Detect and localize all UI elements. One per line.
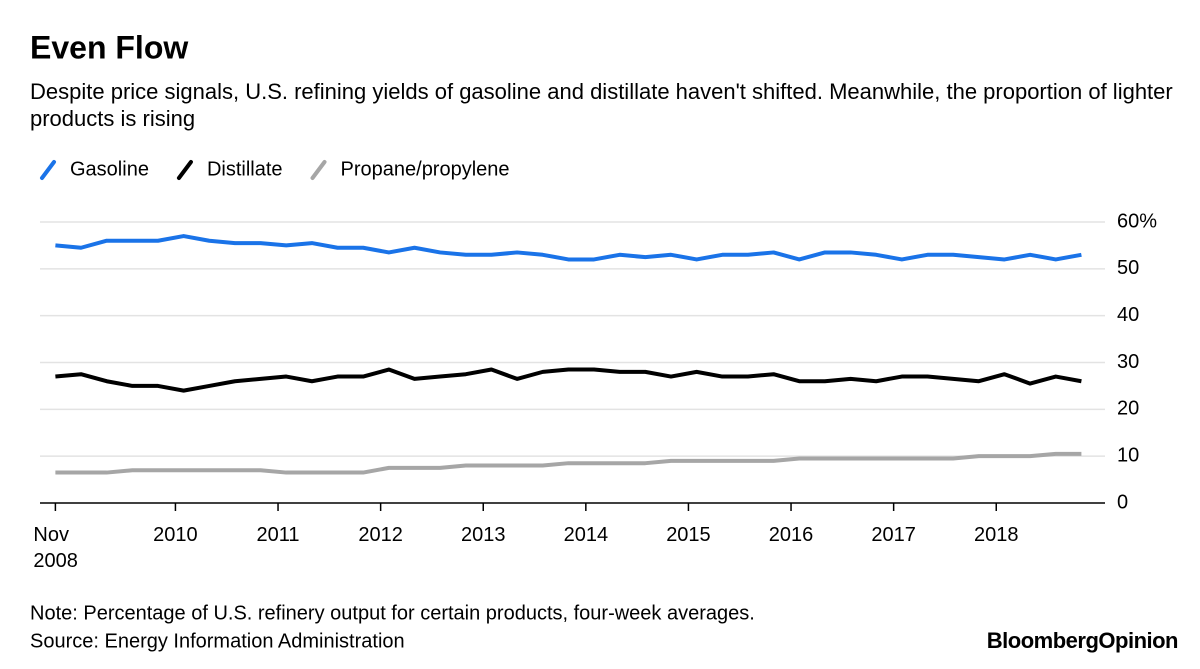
note: Note: Percentage of U.S. refinery output…: [30, 602, 755, 624]
y-tick-label: 20: [1117, 398, 1139, 420]
x-tick-label: 2013: [460, 524, 506, 546]
legend-label: Distillate: [207, 158, 283, 180]
y-tick-label: 60%: [1117, 210, 1157, 232]
x-tick-label: 2015: [666, 524, 711, 546]
legend-swatch: [176, 160, 193, 180]
x-tick-label: 2018: [973, 524, 1019, 546]
x-tick-label: 2012: [358, 524, 403, 546]
legend-swatch: [310, 160, 327, 180]
y-tick-label: 40: [1117, 304, 1139, 326]
series-line: [55, 451, 1082, 475]
series-line: [55, 367, 1082, 393]
y-tick-label: 0: [1117, 491, 1128, 513]
x-tick-label: 2017: [871, 524, 916, 546]
x-tick-label: 2016: [768, 524, 814, 546]
legend-label: Gasoline: [70, 158, 149, 180]
legend-swatch: [40, 160, 56, 180]
legend-label: Propane/propylene: [341, 158, 510, 180]
series-line: [55, 234, 1082, 262]
y-tick-label: 10: [1117, 444, 1139, 466]
subtitle-box: Despite price signals, U.S. refining yie…: [30, 79, 1173, 131]
x-tick-label: 2010: [153, 524, 198, 546]
x-tick-label: 2014: [563, 524, 609, 546]
y-tick-label: 30: [1117, 351, 1139, 373]
subtitle: Despite price signals, U.S. refining yie…: [30, 79, 1173, 131]
chart-title: Even Flow: [30, 29, 188, 65]
x-tick-label: Nov 2008: [33, 524, 78, 572]
y-tick-label: 50: [1117, 257, 1139, 279]
x-tick-label: 2011: [256, 524, 300, 546]
branding: BloombergOpinion: [987, 628, 1178, 653]
source: Source: Energy Information Administratio…: [30, 630, 405, 652]
